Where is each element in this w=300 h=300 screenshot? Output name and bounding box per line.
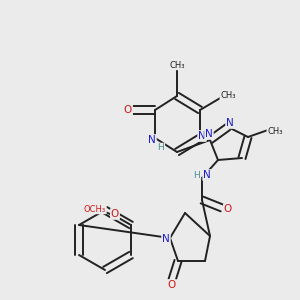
Text: N: N — [198, 131, 206, 141]
Text: N: N — [205, 129, 213, 139]
Text: O: O — [168, 280, 176, 290]
Text: CH₃: CH₃ — [267, 127, 283, 136]
Text: H: H — [194, 170, 200, 179]
Text: H: H — [158, 143, 164, 152]
Text: N: N — [148, 135, 156, 145]
Text: O: O — [224, 204, 232, 214]
Text: CH₃: CH₃ — [169, 61, 185, 70]
Text: O: O — [111, 209, 119, 219]
Text: N: N — [162, 234, 170, 244]
Text: CH₃: CH₃ — [220, 91, 236, 100]
Text: N: N — [226, 118, 234, 128]
Text: OCH₃: OCH₃ — [84, 205, 106, 214]
Text: O: O — [124, 105, 132, 115]
Text: N: N — [203, 170, 211, 180]
